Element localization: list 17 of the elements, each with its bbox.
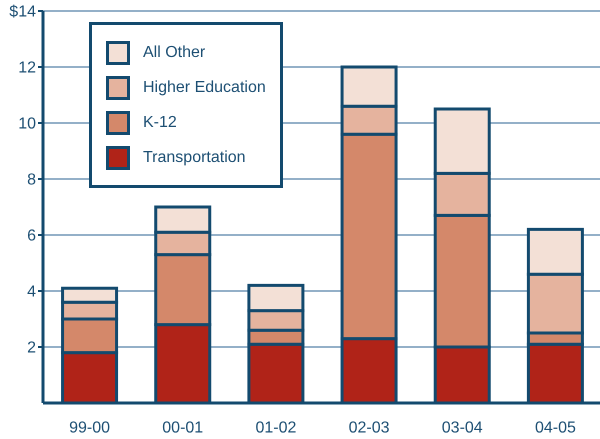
x-tick-label: 00-01 [162, 419, 204, 436]
x-tick-label: 01-02 [255, 419, 296, 436]
y-tick-label: 10 [18, 116, 36, 133]
x-tick-label: 03-04 [442, 419, 483, 436]
x-tick-label: 02-03 [348, 419, 390, 436]
legend-label: Transportation [143, 148, 246, 166]
legend-label: Higher Education [143, 78, 266, 96]
y-tick-label: $14 [9, 4, 36, 21]
y-tick-label: 6 [27, 228, 36, 245]
y-tick-label: 12 [18, 60, 36, 77]
legend-label: K-12 [143, 114, 177, 132]
legend-label: All Other [143, 44, 206, 62]
y-tick-label: 4 [27, 284, 36, 301]
x-tick-label: 04-05 [534, 419, 576, 436]
y-tick-label: 8 [27, 172, 36, 189]
y-tick-label: 2 [27, 340, 36, 357]
x-tick-label: 99-00 [69, 419, 110, 436]
